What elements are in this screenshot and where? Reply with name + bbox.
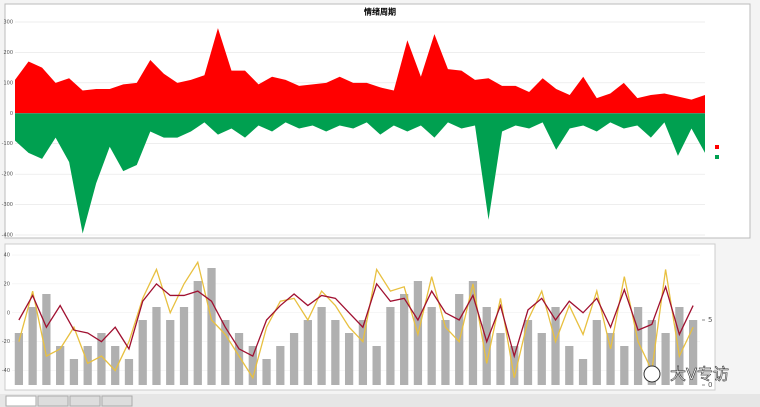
bar — [688, 320, 698, 385]
y-tick-label: 20 — [4, 281, 10, 287]
bar — [248, 346, 257, 385]
line — [18, 282, 694, 359]
bar — [496, 333, 505, 385]
sheet-tab[interactable] — [37, 395, 69, 407]
bar — [468, 281, 478, 385]
bar — [207, 268, 216, 385]
y-tick-label: 0 — [10, 111, 13, 117]
bar — [482, 307, 491, 385]
bar — [124, 359, 134, 385]
bar — [69, 359, 79, 385]
y-tick-label: -20 — [2, 339, 10, 345]
combo-chart: -40 -20 0 20 40 0 5 — [2, 253, 713, 390]
sheet-tabs — [0, 394, 760, 407]
y-tick-label: 40 — [4, 253, 10, 259]
bar — [400, 294, 409, 385]
bar — [193, 281, 202, 385]
bar — [262, 359, 271, 385]
bar — [179, 307, 189, 385]
y-tick-label: -40 — [2, 368, 10, 374]
line — [18, 260, 694, 380]
y-tick-label: 0 — [7, 310, 10, 316]
bar — [537, 333, 546, 385]
bar — [592, 320, 601, 385]
y-tick-label: 200 — [3, 50, 13, 56]
bar — [344, 333, 354, 385]
bar — [14, 333, 24, 385]
sheet-tab[interactable] — [69, 395, 101, 407]
bar — [633, 307, 643, 385]
sheet-tab[interactable] — [5, 395, 37, 407]
bar — [620, 346, 629, 385]
bar — [606, 333, 615, 385]
bar — [317, 307, 326, 385]
bar — [83, 346, 92, 385]
bar — [551, 307, 560, 385]
bar — [28, 307, 37, 385]
bar — [578, 359, 588, 385]
bar — [111, 346, 120, 385]
watermark: 大V专访 — [670, 365, 729, 384]
legend-marker — [715, 145, 719, 149]
bar — [152, 307, 161, 385]
bar — [661, 333, 670, 385]
bar — [427, 307, 436, 385]
bar — [523, 320, 533, 385]
y-tick-label: -100 — [2, 141, 13, 147]
bar — [331, 320, 340, 385]
watermark-icon — [643, 365, 661, 383]
area — [15, 28, 705, 114]
sheet-tab[interactable] — [101, 395, 133, 407]
legend-marker — [715, 155, 719, 159]
bar — [303, 320, 312, 385]
area-chart: -400 -300 -200 -100 0 100 200 300 — [2, 20, 719, 239]
bar — [97, 333, 106, 385]
bar — [386, 307, 395, 385]
y-tick-label: -300 — [2, 202, 13, 208]
y-tick-label: -400 — [2, 233, 13, 239]
bar — [372, 346, 381, 385]
bar — [565, 346, 574, 385]
bar — [234, 333, 244, 385]
bar — [166, 320, 175, 385]
y-tick-label: 300 — [3, 20, 13, 26]
bar — [510, 346, 519, 385]
y-tick-label: -200 — [2, 172, 13, 178]
bar — [42, 294, 51, 385]
bar — [358, 320, 368, 385]
bar — [675, 307, 684, 385]
y2-tick-label: 0 — [708, 381, 712, 389]
bar — [441, 320, 450, 385]
bar — [289, 333, 299, 385]
bar — [138, 320, 147, 385]
bar — [647, 320, 656, 385]
y-tick-label: 100 — [3, 80, 13, 86]
bar — [276, 346, 285, 385]
bar — [221, 320, 230, 385]
area — [15, 113, 705, 234]
y2-tick-label: 5 — [708, 316, 712, 324]
bar — [56, 346, 65, 385]
chart-title: 情绪周期 — [363, 7, 396, 17]
